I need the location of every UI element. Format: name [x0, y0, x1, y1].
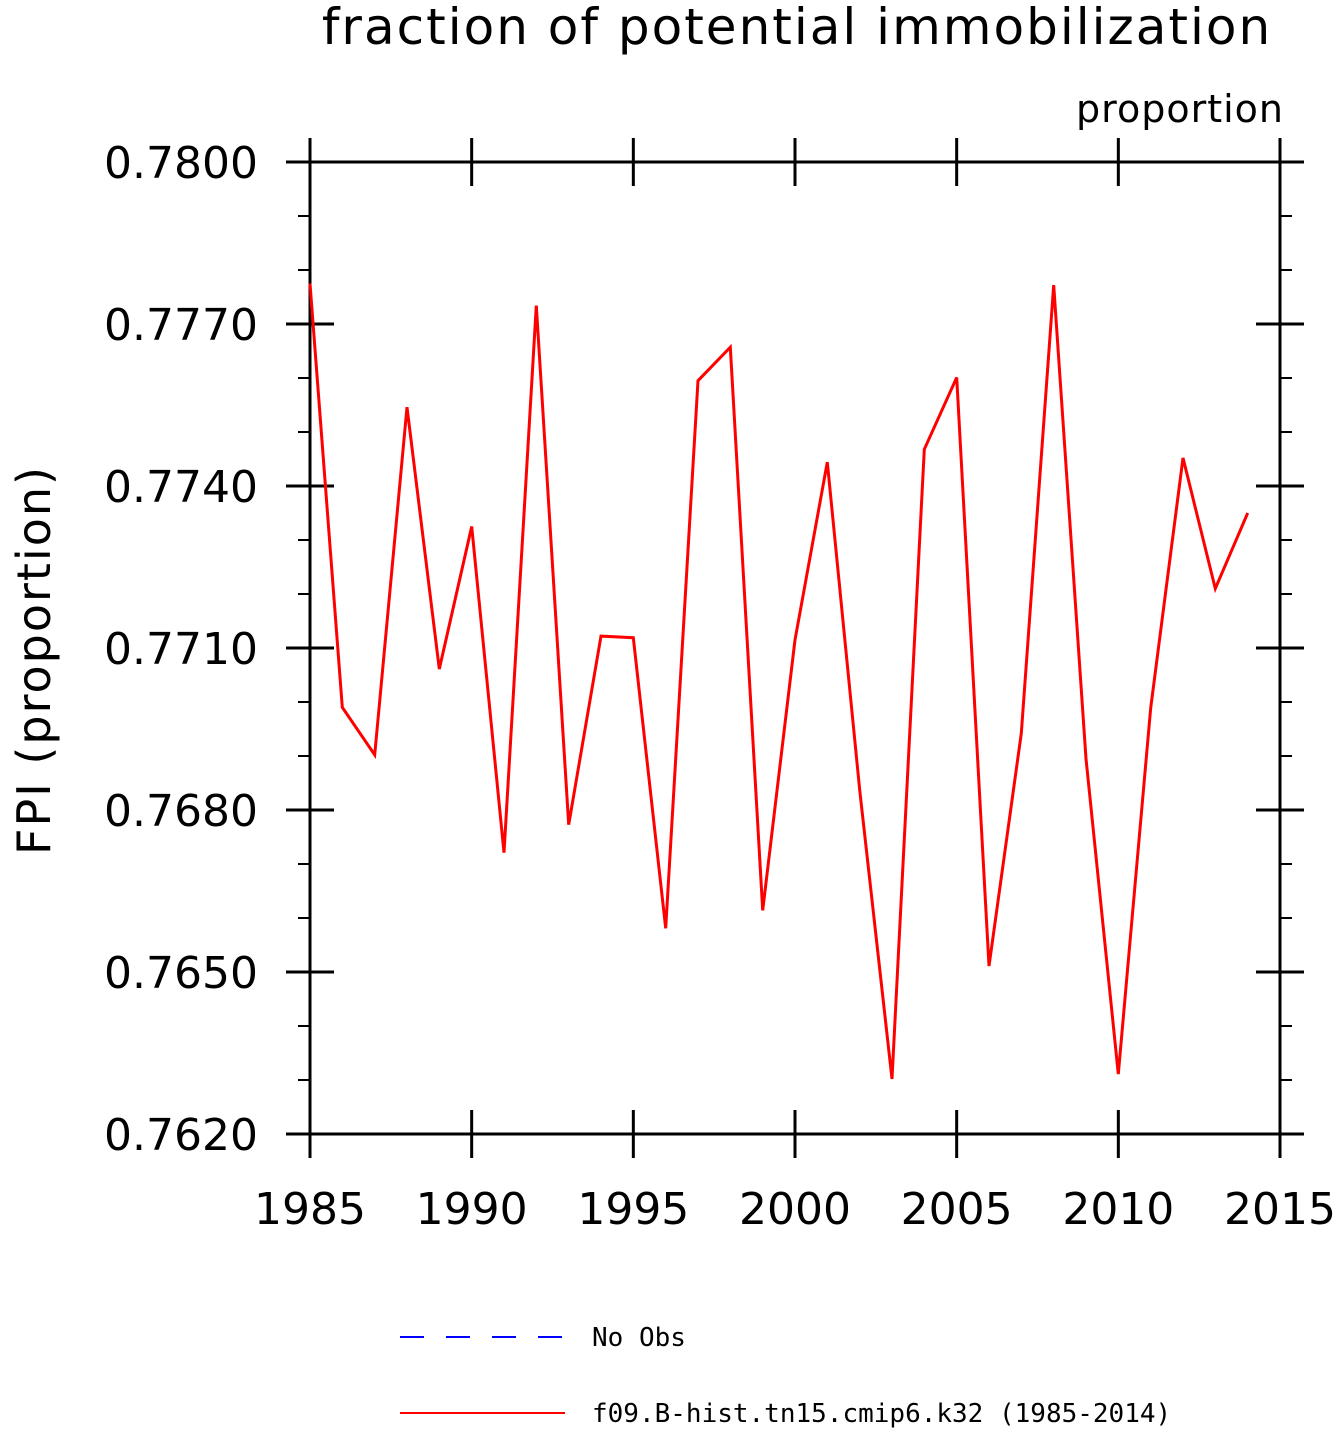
legend: No Obs f09.B-hist.tn15.cmip6.k32 (1985-20… [400, 1323, 1171, 1429]
legend-label: f09.B-hist.tn15.cmip6.k32 (1985-2014) [592, 1399, 1171, 1429]
x-tick-labels: 1985 1990 1995 2000 2005 2010 2015 [254, 1184, 1336, 1235]
x-tick-label: 1985 [254, 1184, 366, 1235]
chart-title: fraction of potential immobilization [322, 0, 1272, 56]
y-tick-label: 0.7800 [104, 138, 258, 189]
y-tick-label: 0.7650 [104, 948, 258, 999]
y-axis-label: FPI (proportion) [7, 465, 61, 855]
x-tick-label: 2015 [1224, 1184, 1336, 1235]
y-tick-label: 0.7740 [104, 462, 258, 513]
y-tick-label: 0.7620 [104, 1110, 258, 1161]
legend-label: No Obs [592, 1323, 686, 1353]
series-line [308, 283, 1250, 1080]
y-tick-labels: 0.7620 0.7650 0.7680 0.7710 0.7740 0.7770 0.78… [104, 138, 258, 1161]
series-layer [308, 283, 1250, 1080]
x-tick-label: 1990 [416, 1184, 528, 1235]
y-tick-label: 0.7680 [104, 786, 258, 837]
x-tick-label: 2010 [1062, 1184, 1174, 1235]
tick-marks [286, 138, 1304, 1158]
units-label: proportion [1076, 87, 1284, 131]
x-tick-label: 1995 [577, 1184, 689, 1235]
y-tick-label: 0.7710 [104, 624, 258, 675]
y-tick-label: 0.7770 [104, 300, 258, 351]
x-tick-label: 2005 [901, 1184, 1013, 1235]
x-tick-label: 2000 [739, 1184, 851, 1235]
